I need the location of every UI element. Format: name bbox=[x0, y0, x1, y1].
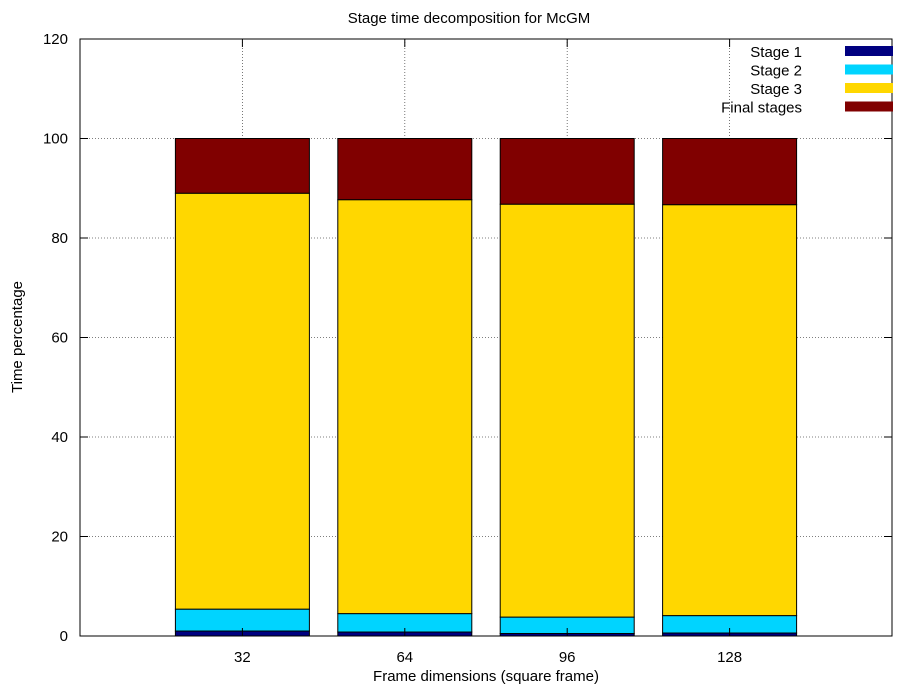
bar-segment-final-stages bbox=[174, 138, 310, 194]
legend-swatch bbox=[845, 83, 893, 93]
bar-segment-final-stages bbox=[662, 138, 798, 206]
y-tick-label: 20 bbox=[51, 529, 68, 546]
x-tick-label: 96 bbox=[559, 649, 576, 666]
y-tick-label: 60 bbox=[51, 330, 68, 347]
bar-segment-stage-3 bbox=[174, 192, 310, 610]
y-axis-label: Time percentage bbox=[9, 281, 26, 393]
bar-stack bbox=[337, 138, 473, 637]
y-tick-label: 120 bbox=[43, 31, 68, 48]
bar-segment-final-stages bbox=[499, 138, 635, 205]
bar-segment-stage-3 bbox=[337, 199, 473, 615]
legend-item: Final stages bbox=[721, 100, 893, 117]
x-tick-label: 128 bbox=[717, 649, 742, 666]
x-tick-label: 64 bbox=[396, 649, 413, 666]
legend-item: Stage 2 bbox=[750, 63, 893, 80]
legend-label: Stage 1 bbox=[750, 44, 802, 61]
bar-segment-stage-3 bbox=[662, 204, 798, 617]
bar-segment-final-stages bbox=[337, 138, 473, 201]
bar-segment-stage-3 bbox=[499, 203, 635, 618]
y-tick-label: 0 bbox=[60, 628, 68, 645]
chart-title: Stage time decomposition for McGM bbox=[348, 10, 591, 27]
bar-stacks bbox=[174, 138, 798, 637]
bar-stack bbox=[499, 138, 635, 637]
y-tick-label: 100 bbox=[43, 131, 68, 148]
legend-swatch bbox=[845, 46, 893, 56]
bar-stack bbox=[662, 138, 798, 637]
x-axis-label: Frame dimensions (square frame) bbox=[373, 668, 599, 685]
legend-item: Stage 1 bbox=[750, 44, 893, 61]
legend-item: Stage 3 bbox=[750, 81, 893, 98]
legend-label: Stage 3 bbox=[750, 81, 802, 98]
legend-label: Stage 2 bbox=[750, 63, 802, 80]
bar-stack bbox=[174, 138, 310, 637]
y-axis-ticks: 0 20 40 60 80 100 120 bbox=[43, 31, 892, 645]
legend-swatch bbox=[845, 101, 893, 112]
y-tick-label: 40 bbox=[51, 429, 68, 446]
x-tick-label: 32 bbox=[234, 649, 251, 666]
legend-swatch bbox=[845, 64, 893, 75]
x-axis-ticks: 32 64 96 128 bbox=[234, 39, 742, 666]
bar-segment-stage-2 bbox=[174, 608, 310, 632]
legend-label: Final stages bbox=[721, 100, 802, 117]
y-tick-label: 80 bbox=[51, 230, 68, 247]
